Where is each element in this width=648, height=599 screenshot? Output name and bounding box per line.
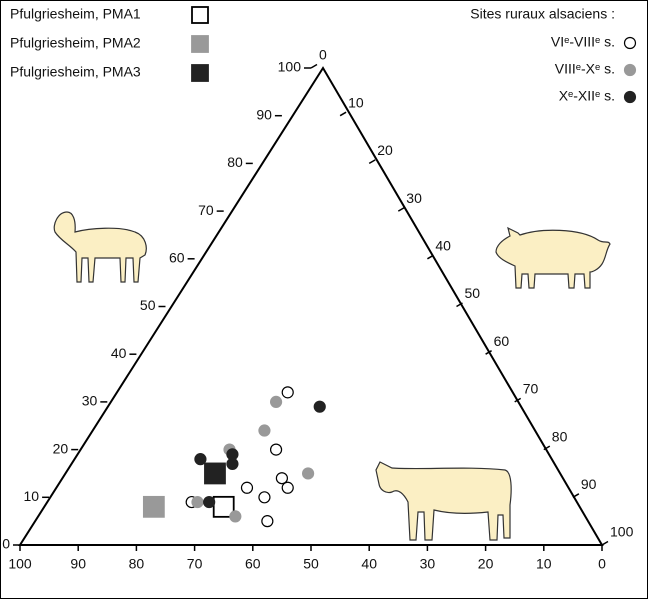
right-tick-label: 10 — [348, 94, 364, 110]
right-tick-label: 80 — [552, 428, 568, 444]
data-point — [191, 495, 204, 509]
sheep-icon — [53, 211, 147, 283]
data-point — [313, 400, 326, 413]
bottom-tick-label: 20 — [478, 556, 494, 572]
right-tick — [485, 350, 492, 355]
right-tick — [514, 397, 522, 403]
right-tick — [368, 159, 376, 165]
left-tick-label: 0 — [2, 536, 10, 552]
right-tick-label: 100 — [610, 524, 634, 540]
pig-icon — [495, 226, 611, 289]
right-tick — [572, 493, 580, 498]
data-point — [281, 481, 294, 494]
right-tick — [601, 540, 609, 546]
legend-marker — [623, 90, 637, 104]
right-tick-label: 70 — [523, 381, 539, 397]
legend-label: Pfulgriesheim, PMA3 — [10, 64, 141, 80]
data-point — [258, 491, 271, 504]
left-tick-label: 10 — [24, 488, 40, 504]
bottom-tick-label: 70 — [187, 556, 203, 572]
right-tick — [397, 206, 405, 212]
data-point — [203, 495, 216, 509]
left-tick-label: 20 — [53, 440, 69, 456]
right-tick-label: 60 — [494, 333, 510, 349]
data-point — [261, 515, 274, 528]
right-tick-label: 20 — [377, 142, 393, 158]
left-tick-label: 100 — [278, 59, 302, 75]
data-point — [275, 472, 288, 485]
right-tick — [427, 254, 434, 260]
bottom-tick-label: 30 — [420, 556, 436, 572]
left-tick-label: 90 — [256, 106, 272, 122]
data-point — [194, 453, 207, 466]
data-point — [269, 443, 283, 456]
legend-title: Sites ruraux alsaciens : — [470, 6, 615, 22]
bottom-tick-label: 10 — [536, 556, 552, 572]
legend-label: Xᵉ-XIIᵉ s. — [559, 88, 615, 104]
right-tick — [339, 111, 347, 117]
legend-label: VIIIᵉ-Xᵉ s. — [555, 61, 615, 77]
legend-label: VIᵉ-VIIIᵉ s. — [551, 34, 615, 50]
data-point — [281, 386, 294, 399]
right-tick — [456, 302, 463, 308]
data-point — [226, 457, 239, 471]
left-tick-label: 40 — [111, 345, 127, 361]
legend-label: Pfulgriesheim, PMA2 — [10, 35, 141, 51]
right-tick-label: 50 — [465, 285, 481, 301]
data-point — [204, 462, 226, 485]
left-tick-label: 30 — [82, 393, 98, 409]
left-tick-label: 80 — [227, 154, 243, 170]
left-tick-label: 70 — [198, 202, 214, 218]
legend-marker — [191, 35, 209, 53]
bottom-tick-label: 0 — [598, 556, 606, 572]
right-tick-label: 0 — [319, 47, 327, 63]
cow-icon — [375, 461, 512, 541]
legend-marker — [191, 64, 209, 82]
left-tick-label: 60 — [169, 250, 185, 266]
legend-marker — [623, 63, 637, 77]
right-tick — [543, 445, 551, 451]
data-point — [142, 495, 165, 518]
right-tick — [310, 63, 318, 69]
bottom-tick-label: 90 — [70, 556, 86, 572]
right-tick-label: 30 — [406, 190, 422, 206]
right-tick-label: 40 — [435, 238, 451, 254]
data-point — [269, 395, 283, 408]
data-point — [240, 481, 254, 494]
data-point — [301, 467, 315, 480]
bottom-tick-label: 80 — [129, 556, 145, 572]
legend-label: Pfulgriesheim, PMA1 — [10, 6, 141, 22]
data-point — [212, 495, 235, 518]
bottom-tick-label: 60 — [245, 556, 261, 572]
bottom-tick-label: 50 — [303, 556, 319, 572]
data-point — [258, 424, 271, 437]
bottom-tick-label: 100 — [8, 556, 32, 572]
left-tick-label: 50 — [140, 297, 156, 313]
legend-marker — [623, 36, 637, 50]
data-point — [229, 510, 242, 523]
bottom-tick-label: 40 — [361, 556, 377, 572]
right-tick-label: 90 — [581, 476, 597, 492]
legend-marker — [191, 6, 209, 24]
